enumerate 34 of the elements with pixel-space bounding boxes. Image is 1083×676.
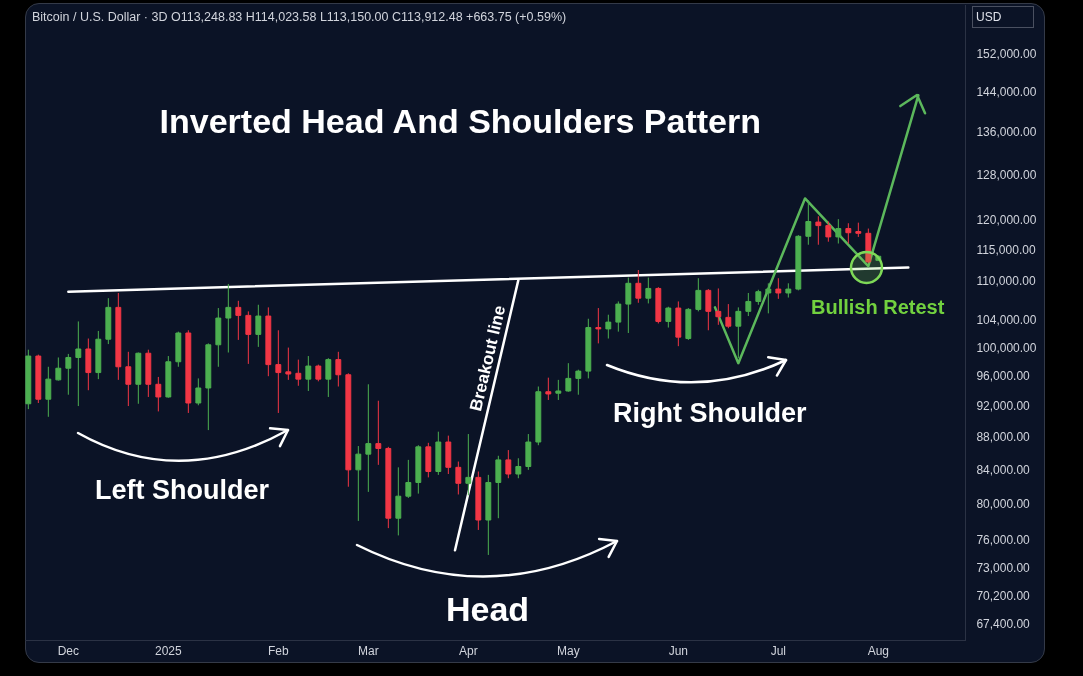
y-tick-label: 92,000.00 <box>976 399 1031 414</box>
annotation: Right Shoulder <box>613 398 807 428</box>
x-tick-label: Mar <box>357 644 379 659</box>
y-tick-label: 67,400.00 <box>976 617 1031 632</box>
x-tick-label: Dec <box>57 644 79 659</box>
y-tick-label: 152,000.00 <box>976 47 1037 62</box>
y-tick-label: 80,000.00 <box>976 497 1031 512</box>
annotation: Head <box>446 590 530 628</box>
chart-subtitle: Bitcoin / U.S. Dollar · 3D O113,248.83 H114,023.58 L113,150.00 C113,912.48 +663.75 (+0.59%) <box>32 10 567 24</box>
x-tick-label: Aug <box>867 644 890 659</box>
y-tick-label: 84,000.00 <box>976 463 1031 478</box>
y-tick-label: 100,000.00 <box>976 340 1037 355</box>
y-tick-label: 144,000.00 <box>976 85 1037 100</box>
text: Inverted Head And Shoulders Pattern <box>159 101 761 140</box>
annotation: Left Shoulder <box>95 475 270 505</box>
y-tick-label: 120,000.00 <box>976 212 1037 227</box>
x-tick-label: Apr <box>458 644 478 659</box>
x-tick-label: Jun <box>668 644 689 659</box>
y-tick-label: 70,200.00 <box>976 588 1031 603</box>
x-tick-label: Jul <box>770 644 786 659</box>
y-tick-label: 96,000.00 <box>976 369 1031 384</box>
y-tick-label: 136,000.00 <box>976 125 1037 140</box>
y-tick-label: 76,000.00 <box>976 533 1031 548</box>
y-tick-label: 115,000.00 <box>976 242 1036 257</box>
y-axis-title: USD <box>976 10 1002 24</box>
x-tick-label: 2025 <box>154 644 182 659</box>
y-tick-label: 104,000.00 <box>976 313 1037 328</box>
y-tick-label: 128,000.00 <box>976 167 1037 182</box>
y-tick-label: 110,000.00 <box>976 273 1036 288</box>
y-tick-label: 73,000.00 <box>976 561 1031 576</box>
annotation: Bullish Retest <box>811 296 945 318</box>
x-tick-label: May <box>556 644 580 659</box>
y-tick-label: 88,000.00 <box>976 430 1031 445</box>
x-tick-label: Feb <box>267 644 289 659</box>
